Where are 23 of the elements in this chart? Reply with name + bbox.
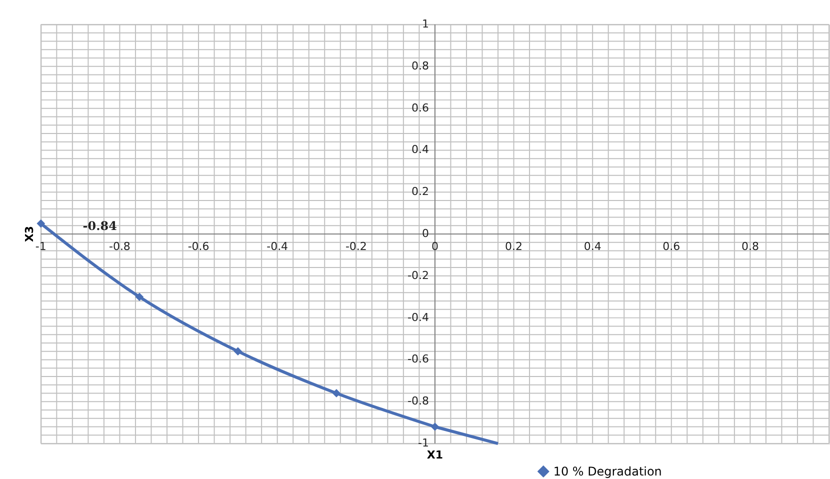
y-tick-label: -0.6 (408, 352, 429, 366)
y-tick-label: 0.8 (412, 59, 429, 72)
x-tick-label: 0.8 (741, 240, 759, 253)
y-tick-label: 0.6 (412, 101, 429, 114)
y-axis-title: X3 (22, 226, 36, 242)
y-tick-label: -1 (418, 436, 429, 450)
x-tick-label: 0.6 (662, 240, 680, 253)
x-tick-label: -1 (35, 240, 46, 253)
x-tick-label: 0.4 (584, 240, 602, 253)
y-tick-label: -0.4 (408, 310, 429, 324)
y-tick-label: -0.8 (408, 394, 429, 408)
x-tick-label: 0.2 (505, 240, 522, 253)
legend-label: 10 % Degradation (553, 464, 662, 478)
x-tick-label: -0.8 (109, 240, 130, 253)
x-tick-label: -0.6 (188, 240, 210, 253)
y-tick-label: 1 (422, 18, 429, 31)
y-tick-label: 0.4 (412, 143, 429, 156)
y-tick-label: 0.2 (412, 185, 429, 198)
annotation: -0.84 (82, 219, 117, 234)
x-tick-label: -0.2 (345, 240, 367, 253)
x-tick-label: -0.4 (266, 240, 288, 253)
y-tick-label: -0.2 (408, 268, 429, 282)
x-axis-title: X1 (426, 448, 443, 462)
